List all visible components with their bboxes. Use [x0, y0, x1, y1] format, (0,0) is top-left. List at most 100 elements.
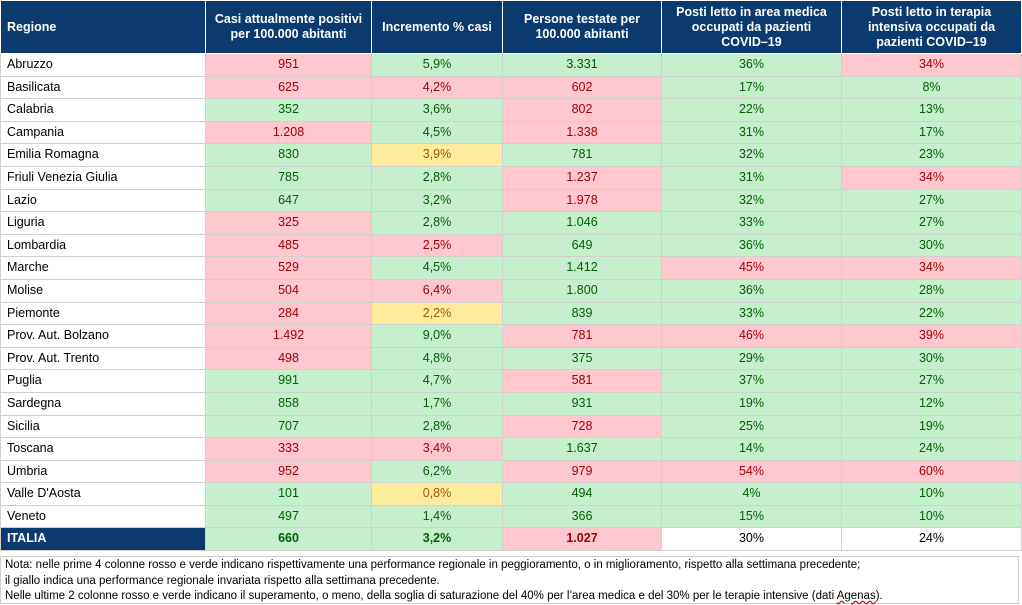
region-name: Sicilia — [0, 414, 206, 439]
value-cell: 728 — [502, 414, 662, 439]
value-cell: 39% — [841, 324, 1022, 348]
region-name: Prov. Aut. Trento — [0, 346, 206, 371]
region-name: Valle D'Aosta — [0, 482, 206, 506]
footnote-line-1: Nota: nelle prime 4 colonne rosso e verd… — [5, 559, 861, 571]
value-cell: 3,4% — [371, 437, 503, 461]
value-cell: 28% — [841, 278, 1022, 303]
value-cell: 17% — [841, 120, 1022, 145]
region-name: Campania — [0, 120, 206, 145]
table-row: Abruzzo 951 5,9% 3.331 36% 34% — [0, 53, 1022, 77]
table-row: Campania 1.208 4,5% 1.338 31% 17% — [0, 120, 1022, 145]
value-cell: 27% — [841, 188, 1022, 213]
col-header-incremento: Incremento % casi — [371, 0, 503, 54]
value-cell: 781 — [502, 143, 662, 167]
value-cell: 785 — [205, 165, 372, 190]
value-cell: 33% — [661, 211, 842, 235]
value-cell: 3,6% — [371, 98, 503, 122]
value-cell: 4,2% — [371, 75, 503, 100]
value-cell: 24% — [841, 437, 1022, 461]
table-row: Liguria 325 2,8% 1.046 33% 27% — [0, 211, 1022, 235]
value-cell: 22% — [661, 98, 842, 122]
value-cell: 2,8% — [371, 211, 503, 235]
value-cell: 352 — [205, 98, 372, 122]
table-row: Molise 504 6,4% 1.800 36% 28% — [0, 278, 1022, 303]
col-header-persone-testate: Persone testate per 100.000 abitanti — [502, 0, 662, 54]
value-cell: 4,5% — [371, 256, 503, 280]
value-cell: 1.338 — [502, 120, 662, 145]
value-cell: 781 — [502, 324, 662, 348]
table-row: Basilicata 625 4,2% 602 17% 8% — [0, 75, 1022, 100]
value-cell: 2,2% — [371, 301, 503, 326]
value-cell: 3,2% — [371, 188, 503, 213]
value-cell: 1.800 — [502, 278, 662, 303]
value-cell: 951 — [205, 53, 372, 77]
value-cell: 839 — [502, 301, 662, 326]
value-cell: 6,4% — [371, 278, 503, 303]
value-cell: 34% — [841, 53, 1022, 77]
value-cell: 17% — [661, 75, 842, 100]
value-cell: 36% — [661, 278, 842, 303]
region-name: Abruzzo — [0, 53, 206, 77]
value-cell: 12% — [841, 391, 1022, 416]
value-cell: 1,4% — [371, 504, 503, 529]
value-cell: 4,8% — [371, 346, 503, 371]
value-cell: 1.027 — [502, 527, 662, 552]
value-cell: 23% — [841, 143, 1022, 167]
value-cell: 31% — [661, 120, 842, 145]
region-name: Friuli Venezia Giulia — [0, 165, 206, 190]
value-cell: 22% — [841, 301, 1022, 326]
footnote-line-3: Nelle ultime 2 colonne rosso e verde ind… — [5, 589, 1014, 605]
table-row: Calabria 352 3,6% 802 22% 13% — [0, 98, 1022, 122]
table-row: Friuli Venezia Giulia 785 2,8% 1.237 31% 34% — [0, 165, 1022, 190]
value-cell: 3.331 — [502, 53, 662, 77]
value-cell: 581 — [502, 369, 662, 393]
value-cell: 54% — [661, 459, 842, 484]
value-cell: 707 — [205, 414, 372, 439]
value-cell: 2,8% — [371, 165, 503, 190]
value-cell: 32% — [661, 143, 842, 167]
value-cell: 284 — [205, 301, 372, 326]
col-header-casi-positivi: Casi attualmente positivi per 100.000 ab… — [205, 0, 372, 54]
value-cell: 2,8% — [371, 414, 503, 439]
value-cell: 1.978 — [502, 188, 662, 213]
value-cell: 1,7% — [371, 391, 503, 416]
value-cell: 60% — [841, 459, 1022, 484]
region-name: Toscana — [0, 437, 206, 461]
value-cell: 5,9% — [371, 53, 503, 77]
value-cell: 375 — [502, 346, 662, 371]
value-cell: 504 — [205, 278, 372, 303]
table-row: Toscana 333 3,4% 1.637 14% 24% — [0, 437, 1022, 461]
region-name: Prov. Aut. Bolzano — [0, 324, 206, 348]
region-name: Emilia Romagna — [0, 143, 206, 167]
value-cell: 979 — [502, 459, 662, 484]
region-name: Lazio — [0, 188, 206, 213]
value-cell: 2,5% — [371, 233, 503, 258]
value-cell: 32% — [661, 188, 842, 213]
header-row: Regione Casi attualmente positivi per 10… — [0, 0, 1022, 54]
value-cell: 931 — [502, 391, 662, 416]
value-cell: 10% — [841, 504, 1022, 529]
regional-covid-table: Regione Casi attualmente positivi per 10… — [0, 0, 1022, 552]
value-cell: 649 — [502, 233, 662, 258]
value-cell: 15% — [661, 504, 842, 529]
value-cell: 4,5% — [371, 120, 503, 145]
value-cell: 1.637 — [502, 437, 662, 461]
value-cell: 333 — [205, 437, 372, 461]
table-row: Lombardia 485 2,5% 649 36% 30% — [0, 233, 1022, 258]
table-row: Emilia Romagna 830 3,9% 781 32% 23% — [0, 143, 1022, 167]
value-cell: 25% — [661, 414, 842, 439]
value-cell: 1.492 — [205, 324, 372, 348]
value-cell: 1.412 — [502, 256, 662, 280]
footnote: Nota: nelle prime 4 colonne rosso e verd… — [0, 556, 1019, 604]
value-cell: 45% — [661, 256, 842, 280]
table-row: Lazio 647 3,2% 1.978 32% 27% — [0, 188, 1022, 213]
value-cell: 494 — [502, 482, 662, 506]
value-cell: 625 — [205, 75, 372, 100]
value-cell: 36% — [661, 53, 842, 77]
value-cell: 19% — [661, 391, 842, 416]
table-row: Umbria 952 6,2% 979 54% 60% — [0, 459, 1022, 484]
region-name: Liguria — [0, 211, 206, 235]
table-row: Prov. Aut. Trento 498 4,8% 375 29% 30% — [0, 346, 1022, 371]
col-header-regione: Regione — [0, 0, 206, 54]
